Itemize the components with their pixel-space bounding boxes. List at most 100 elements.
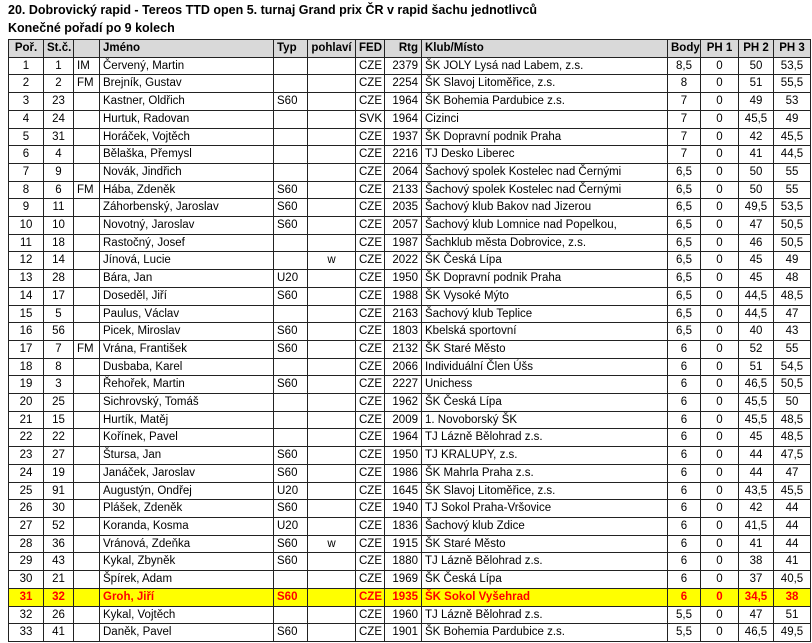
cell-start-no: 17: [43, 286, 74, 306]
cell-start-no: 18: [43, 233, 74, 253]
cell-start-no: 31: [43, 127, 74, 147]
cell-category: [273, 74, 308, 94]
cell-ph3: 48,5: [773, 410, 811, 430]
cell-ph3: 55: [773, 162, 811, 182]
cell-category: [273, 233, 308, 253]
cell-rating: 1645: [384, 481, 422, 501]
cell-category: S60: [273, 463, 308, 483]
cell-points: 6,5: [667, 304, 701, 324]
cell-ph1: 0: [700, 162, 739, 182]
cell-start-no: 23: [43, 92, 74, 111]
cell-category: U20: [273, 516, 308, 536]
cell-gender: [307, 339, 356, 359]
cell-points: 7: [667, 127, 701, 147]
cell-points: 8: [667, 74, 701, 94]
cell-name: Plášek, Zdeněk: [99, 499, 274, 518]
cell-points: 6,5: [667, 180, 701, 200]
cell-gender: [307, 587, 356, 607]
cell-federation: CZE: [355, 233, 385, 253]
cell-ph1: 0: [700, 109, 739, 129]
cell-ph3: 45,5: [773, 481, 811, 501]
cell-ph2: 46: [738, 233, 774, 253]
cell-fide-title: [73, 499, 100, 518]
cell-gender: [307, 145, 356, 164]
cell-ph1: 0: [700, 481, 739, 501]
cell-fide-title: [73, 198, 100, 218]
cell-category: [273, 162, 308, 182]
cell-gender: [307, 357, 356, 377]
cell-ph1: 0: [700, 304, 739, 324]
cell-category: S60: [273, 375, 308, 395]
cell-federation: CZE: [355, 375, 385, 395]
cell-club: Individuální Člen Úšs: [421, 357, 668, 377]
cell-points: 6: [667, 463, 701, 483]
cell-category: [273, 251, 308, 271]
cell-points: 5,5: [667, 623, 701, 642]
column-header-points: Body: [667, 39, 701, 58]
cell-category: [273, 56, 308, 76]
cell-gender: [307, 446, 356, 465]
cell-category: S60: [273, 623, 308, 642]
cell-club: ŠK Česká Lípa: [421, 251, 668, 271]
cell-ph3: 49: [773, 251, 811, 271]
cell-points: 6: [667, 552, 701, 572]
cell-name: Vrána, František: [99, 339, 274, 359]
cell-rating: 2227: [384, 375, 422, 395]
table-row: 1 1 IM Červený, Martin CZE 2379 ŠK JOLY Lysá n…: [8, 56, 811, 76]
cell-start-no: 7: [43, 339, 74, 359]
cell-name: Špírek, Adam: [99, 570, 274, 589]
cell-ph3: 43: [773, 322, 811, 341]
cell-rating: 2022: [384, 251, 422, 271]
cell-ph1: 0: [700, 145, 739, 164]
table-row: 12 14 Jínová, Lucie w CZE 2022 ŠK Česká Lípa 6,…: [8, 251, 811, 271]
cell-club: ŠK Slavoj Litoměřice, z.s.: [421, 481, 668, 501]
cell-ph3: 44: [773, 534, 811, 554]
cell-rating: 1803: [384, 322, 422, 341]
cell-ph2: 51: [738, 74, 774, 94]
cell-start-no: 27: [43, 446, 74, 465]
cell-category: S60: [273, 198, 308, 218]
cell-ph1: 0: [700, 428, 739, 448]
cell-rank: 1: [8, 56, 44, 76]
cell-rating: 1935: [384, 587, 422, 607]
cell-ph2: 52: [738, 339, 774, 359]
cell-gender: [307, 481, 356, 501]
cell-club: ŠK Dopravní podnik Praha: [421, 127, 668, 147]
cell-rank: 26: [8, 499, 44, 518]
cell-federation: CZE: [355, 587, 385, 607]
cell-rank: 16: [8, 322, 44, 341]
cell-rating: 1880: [384, 552, 422, 572]
cell-start-no: 15: [43, 410, 74, 430]
cell-rating: 2216: [384, 145, 422, 164]
cell-club: ŠK Mahrla Praha z.s.: [421, 463, 668, 483]
cell-category: S60: [273, 499, 308, 518]
table-row: 30 21 Špírek, Adam CZE 1969 ŠK Česká Lípa 6 0 37…: [8, 570, 811, 589]
cell-federation: CZE: [355, 56, 385, 76]
cell-ph1: 0: [700, 180, 739, 200]
cell-rank: 3: [8, 92, 44, 111]
cell-rating: 1964: [384, 109, 422, 129]
cell-rating: 1950: [384, 269, 422, 288]
cell-fide-title: IM: [73, 56, 100, 76]
table-row: 27 52 Koranda, Kosma U20 CZE 1836 Šachový klub…: [8, 516, 811, 536]
cell-federation: CZE: [355, 145, 385, 164]
cell-ph2: 45,5: [738, 410, 774, 430]
cell-rank: 2: [8, 74, 44, 94]
cell-fide-title: [73, 357, 100, 377]
cell-points: 6,5: [667, 198, 701, 218]
cell-name: Doseděl, Jiří: [99, 286, 274, 306]
cell-category: [273, 145, 308, 164]
cell-ph3: 49: [773, 109, 811, 129]
cell-fide-title: [73, 145, 100, 164]
cell-ph1: 0: [700, 198, 739, 218]
cell-fide-title: [73, 463, 100, 483]
cell-gender: [307, 216, 356, 235]
cell-rank: 21: [8, 410, 44, 430]
cell-rank: 20: [8, 393, 44, 412]
cell-rank: 28: [8, 534, 44, 554]
column-header-rating: Rtg: [384, 39, 422, 58]
cell-points: 7: [667, 109, 701, 129]
cell-ph2: 46,5: [738, 623, 774, 642]
cell-gender: [307, 552, 356, 572]
table-row: 4 24 Hurtuk, Radovan SVK 1964 Cizinci 7 0 45,5 49: [8, 109, 811, 129]
